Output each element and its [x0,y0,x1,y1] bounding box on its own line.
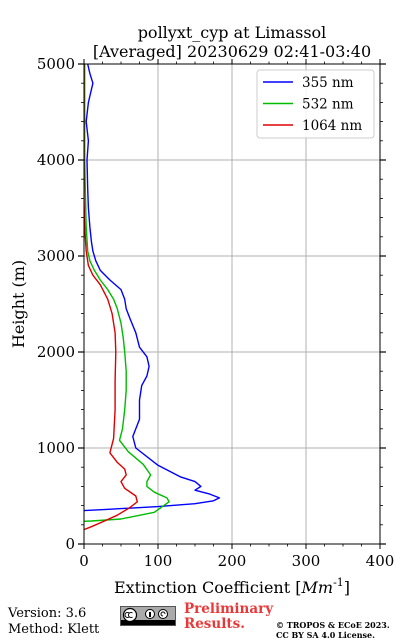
cc-by-sa-license-icon [120,606,176,626]
x-tick-label: 300 [292,552,321,570]
copyright-line-1: © TROPOS & ECoE 2023. [276,620,390,630]
chart-subtitle: [Averaged] 20230629 02:41-03:40 [93,42,371,61]
y-tick-label: 2000 [37,343,75,361]
legend-label: 1064 nm [302,118,362,134]
legend-entries: 355 nm 532 nm 1064 nm [263,75,362,134]
series-line-355-nm [84,64,221,512]
x-tick-label: 0 [79,552,89,570]
y-axis-label: Height (m) [9,260,28,348]
series-line-532-nm [84,64,170,523]
cc-badge-graphic [121,607,175,625]
preliminary-line-1: Preliminary [184,601,274,617]
x-tick-label: 200 [218,552,247,570]
legend-label: 532 nm [302,97,354,113]
x-tick-label: 100 [144,552,173,570]
copyright-note: © TROPOS & ECoE 2023. CC BY SA 4.0 Licen… [276,620,390,640]
legend-box [256,69,375,139]
legend-label: 355 nm [302,75,354,91]
preliminary-line-2: Results. [184,616,245,632]
x-axis-label-text: Extinction Coefficient [ [114,578,302,597]
legend: 355 nm 532 nm 1064 nm [256,69,375,139]
y-tick-label: 3000 [37,247,75,265]
y-tick-label: 1000 [37,439,75,457]
copyright-line-2: CC BY SA 4.0 License. [276,630,375,640]
series-line-1064-nm [84,64,138,531]
x-axis-label-close: ] [344,578,350,597]
x-axis-label-exponent: -1 [333,576,344,589]
y-tick-label: 5000 [37,55,75,73]
preliminary-results-note: Preliminary Results. [184,602,273,632]
x-axis-label: Extinction Coefficient [Mm-1] [114,576,350,597]
series-group [84,64,221,531]
version-label: Version: 3.6 [8,606,87,621]
x-axis-label-unit: Mm [301,578,334,597]
method-label: Method: Klett [8,622,100,637]
y-tick-label: 0 [65,535,75,553]
x-tick-label: 400 [366,552,395,570]
chart-title: pollyxt_cyp at Limassol [138,23,327,42]
y-tick-label: 4000 [37,151,75,169]
